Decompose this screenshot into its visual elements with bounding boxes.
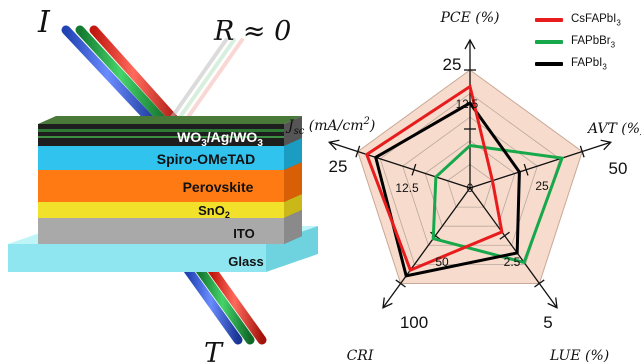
electrode-highlight	[38, 129, 284, 132]
axis-title-cri: CRI	[347, 348, 374, 364]
electrode-highlight-2	[38, 136, 284, 138]
tick-label-cri-100: 100	[400, 313, 428, 332]
stack-top-face	[38, 116, 302, 124]
series-fapbi3	[373, 101, 521, 278]
axis-line-cri	[382, 187, 471, 309]
axis-title-jsc-part: )	[369, 118, 375, 134]
reflectance-symbol: R ≈ 0	[213, 16, 291, 47]
tick-label-jsc-25: 25	[329, 157, 348, 176]
incident-symbol: I	[37, 5, 51, 40]
incident-beam-blue	[61, 25, 163, 133]
tick-label-avt-50: 50	[609, 159, 628, 178]
transmitted-beam-red	[207, 265, 267, 345]
axis-arrow-cri	[382, 297, 393, 309]
radar-grid-ring	[447, 163, 493, 208]
axis-line-lue	[469, 187, 558, 309]
reflected-beams	[168, 38, 244, 122]
legend-label-fapbi3: FAPbI3	[571, 56, 607, 72]
perovskite-label: Perovskite	[183, 179, 254, 195]
glass-label: Glass	[228, 254, 263, 269]
ito-label: ITO	[233, 226, 254, 241]
reflected-beam-1	[168, 38, 228, 122]
electrode-label: WO3/Ag/WO3	[177, 129, 263, 149]
axis-tick-lue	[499, 231, 510, 240]
transmission-symbol: T	[204, 338, 224, 364]
tick-label-jsc-12-5: 12.5	[395, 181, 419, 195]
axis-arrow-lue	[547, 297, 558, 309]
axis-title-avt: AVT (%)	[586, 121, 641, 137]
reflected-beam-2	[176, 38, 236, 122]
spiro-label: Spiro-OMeTAD	[157, 151, 256, 167]
axis-title-pce: PCE (%)	[439, 10, 499, 26]
legend-label-csfapbi3: CsFAPbI3	[571, 12, 621, 28]
legend-label-fapbbr3: FAPbBr3	[571, 34, 616, 50]
legend-item-csfapbi3: CsFAPbI3	[535, 10, 641, 30]
legend-swatch-csfapbi3	[535, 18, 563, 22]
axis-arrow-pce	[464, 38, 476, 50]
perovskite-layer	[38, 170, 284, 202]
incident-beams	[61, 25, 187, 133]
axis-title-jsc-part: sc	[294, 126, 305, 137]
radar-grid-ring	[379, 93, 561, 265]
sno2-layer	[38, 202, 284, 218]
axis-title-jsc-part: J	[285, 118, 295, 134]
axis-title-jsc-part: 2	[363, 116, 370, 127]
legend-item-fapbbr3: FAPbBr3	[535, 32, 641, 52]
stack-side-ito	[284, 210, 302, 244]
axis-title-lue: LUE (%)	[549, 348, 609, 364]
axis-arrow-avt	[600, 139, 613, 151]
radar-chart: 0 12.5 25 25 50 2.5 5 50 100 12.5 25 PCE (%) AVT (%)…	[285, 10, 641, 364]
spiro-layer	[38, 146, 284, 170]
axis-tick-avt	[579, 145, 585, 158]
transmitted-beam-green	[195, 265, 255, 345]
tick-label-pce-12-5: 12.5	[456, 99, 478, 111]
axis-arrow-jsc	[327, 139, 340, 151]
series-csfapbi3	[364, 84, 504, 273]
axis-title-jsc-part: (mA/cm	[304, 118, 363, 134]
tick-label-cri-50: 50	[435, 255, 449, 269]
incident-beam-green	[75, 25, 175, 133]
transmitted-beams	[183, 265, 267, 345]
tick-label-avt-25: 25	[535, 179, 549, 193]
tick-label-lue-5: 5	[543, 313, 552, 332]
reflected-beam-3	[184, 38, 244, 122]
tick-label-pce-25: 25	[443, 55, 462, 74]
stack-side-spiro	[284, 138, 302, 170]
axis-tick-lue	[534, 279, 545, 288]
axis-tick-avt	[523, 163, 529, 176]
layer-stack	[38, 116, 302, 244]
tick-label-lue-2-5: 2.5	[504, 255, 521, 269]
legend-swatch-fapbbr3	[535, 40, 563, 44]
axis-tick-jsc	[355, 145, 361, 158]
sno2-label: SnO2	[198, 203, 230, 220]
device-schematic: WO3/Ag/WO3 Spiro-OMeTAD Perovskite SnO2 …	[8, 5, 318, 364]
ito-layer	[38, 218, 284, 244]
axis-tick-jsc	[411, 163, 417, 176]
series-fapbbr3	[431, 143, 565, 265]
axis-line-jsc	[329, 141, 471, 189]
tick-label-pce-0: 0	[467, 181, 474, 195]
axis-tick-cri	[395, 279, 406, 288]
chart-legend: CsFAPbI3 FAPbBr3 FAPbI3	[535, 10, 641, 76]
axis-title-jsc: Jsc (mA/cm2)	[285, 116, 375, 137]
incident-beam-red	[89, 25, 187, 133]
stack-side-perovskite	[284, 162, 302, 202]
legend-item-fapbi3: FAPbI3	[535, 54, 641, 74]
transmitted-beam-blue	[183, 265, 243, 345]
legend-swatch-fapbi3	[535, 62, 563, 66]
radar-grid-ring	[424, 140, 516, 227]
